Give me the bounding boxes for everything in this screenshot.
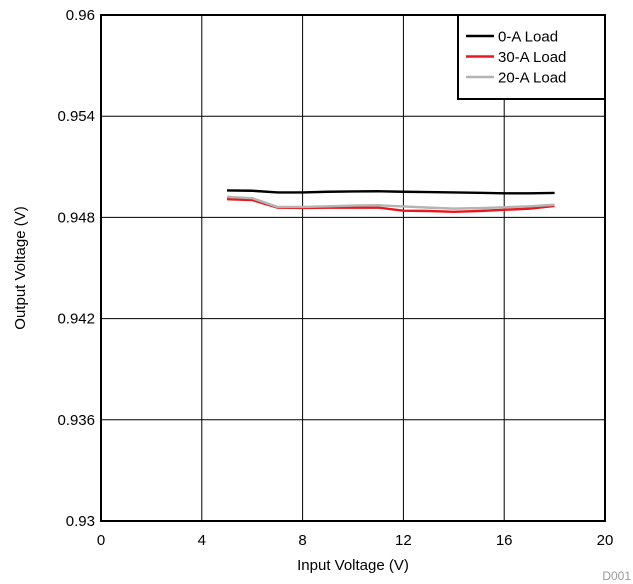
- x-axis-title: Input Voltage (V): [297, 557, 409, 574]
- plot-frame: [100, 14, 606, 522]
- x-tick-label: 20: [597, 532, 614, 549]
- y-tick-label: 0.96: [66, 7, 95, 24]
- series-line-3: [226, 195, 555, 210]
- x-tick-label: 4: [198, 532, 206, 549]
- y-tick-label: 0.93: [66, 513, 95, 530]
- y-tick-label: 0.954: [57, 108, 95, 125]
- figure-code: D001: [602, 569, 631, 583]
- y-tick-label: 0.936: [57, 412, 95, 429]
- x-tick-label: 8: [298, 532, 306, 549]
- x-tick-label: 16: [496, 532, 513, 549]
- legend-items: 0-A Load 30-A Load 20-A Load: [466, 29, 566, 87]
- legend-label: 30-A Load: [498, 49, 566, 66]
- x-tick-label: 12: [395, 532, 412, 549]
- legend: 0-A Load 30-A Load 20-A Load: [457, 14, 606, 100]
- series-line-1: [226, 189, 555, 195]
- x-tick-label: 0: [97, 532, 105, 549]
- y-tick-label: 0.942: [57, 311, 95, 328]
- y-tick-label: 0.948: [57, 209, 95, 226]
- legend-label: 20-A Load: [498, 70, 566, 87]
- tick-labels: 0 4 8 12 16 20 0.93 0.936 0.942 0.948 0.954 0.96: [57, 7, 613, 549]
- series-lines: [226, 189, 555, 214]
- legend-label: 0-A Load: [498, 29, 558, 46]
- y-axis-title: Output Voltage (V): [12, 206, 29, 329]
